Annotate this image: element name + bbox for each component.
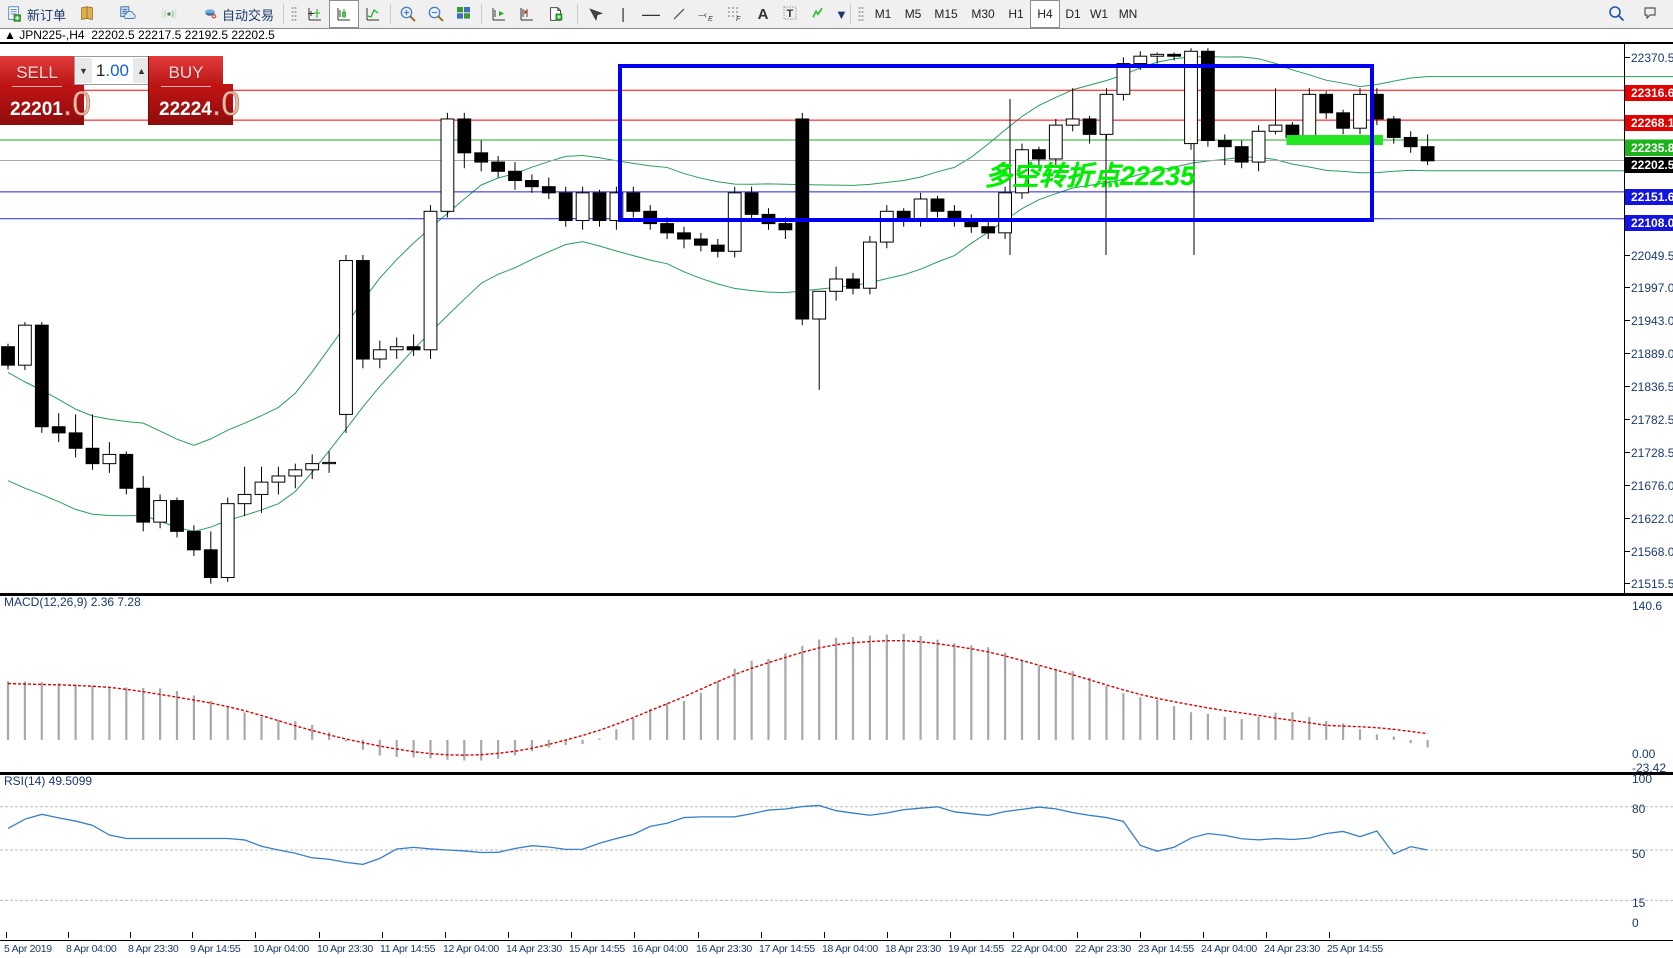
svg-text:E: E <box>708 16 713 23</box>
svg-text:T: T <box>787 8 794 20</box>
svg-text:⤙: ⤙ <box>698 9 707 21</box>
svg-text:F: F <box>736 16 741 23</box>
svg-text:多空转折点22235: 多空转折点22235 <box>985 161 1196 191</box>
